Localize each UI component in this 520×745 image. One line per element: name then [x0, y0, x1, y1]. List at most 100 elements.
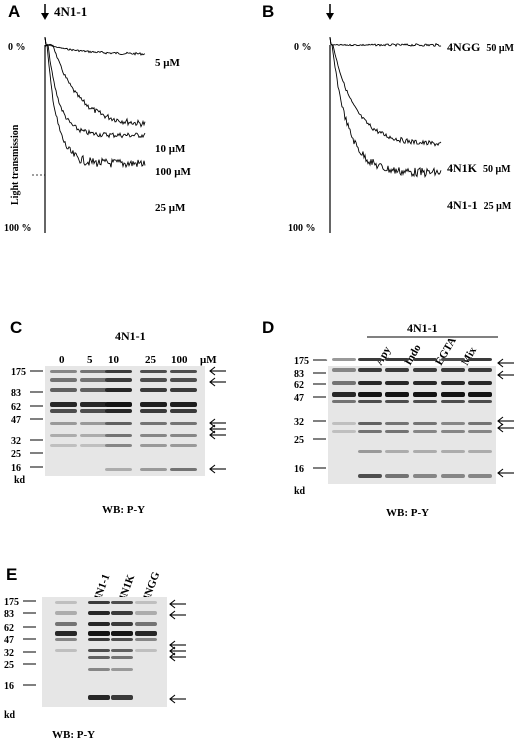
protein-band: [80, 422, 107, 425]
protein-band: [88, 631, 110, 636]
protein-band: [111, 611, 133, 615]
protein-band: [140, 444, 167, 447]
marker-label: 25: [4, 660, 14, 671]
blot-title: 4N1-1: [407, 321, 438, 335]
protein-band: [332, 400, 356, 403]
protein-band: [468, 381, 492, 385]
protein-band: [140, 402, 167, 407]
protein-band: [111, 668, 133, 671]
protein-band: [358, 381, 382, 385]
protein-band: [80, 388, 107, 392]
protein-band: [80, 370, 107, 373]
protein-band: [105, 388, 132, 392]
panel-label-b: B: [262, 2, 275, 21]
marker-label: 32: [4, 648, 14, 659]
protein-band: [140, 409, 167, 413]
protein-band: [170, 388, 197, 392]
protein-band: [105, 444, 132, 447]
arrow-group: [209, 366, 226, 474]
band-arrow: [169, 640, 186, 650]
protein-band: [441, 368, 465, 372]
protein-band: [135, 631, 157, 636]
protein-band: [441, 358, 465, 361]
protein-band: [332, 358, 356, 361]
protein-band: [105, 422, 132, 425]
protein-band: [468, 422, 492, 425]
y-axis-top-label: 0 %: [8, 42, 26, 53]
protein-band: [413, 430, 437, 433]
protein-band: [88, 638, 110, 641]
protein-band: [358, 400, 382, 403]
panel-d-western-blot: 4N1-1 – – Apy Indo EGTA Mix 175836247322…: [294, 321, 514, 518]
agonist-arrow: [41, 4, 49, 20]
protein-band: [358, 474, 382, 478]
protein-band: [55, 649, 77, 652]
aggregation-trace: [329, 36, 442, 48]
panel-label-d: D: [262, 318, 275, 337]
trace-group: [329, 36, 442, 178]
protein-band: [88, 668, 110, 671]
protein-band: [111, 631, 133, 636]
protein-band: [55, 622, 77, 626]
protein-band: [111, 656, 133, 659]
marker-label: 32: [11, 436, 21, 447]
protein-band: [358, 368, 382, 372]
protein-band: [413, 381, 437, 385]
protein-band: [385, 358, 409, 361]
protein-band: [385, 368, 409, 372]
protein-band: [55, 611, 77, 615]
protein-band: [468, 474, 492, 478]
band-arrow: [169, 610, 186, 620]
protein-band: [170, 434, 197, 437]
protein-band: [385, 450, 409, 453]
aggregation-trace: [44, 36, 146, 128]
lane-label: 5: [87, 354, 93, 366]
arrow-group: [497, 358, 514, 478]
lane-label: Mix: [459, 345, 479, 368]
protein-band: [332, 430, 356, 433]
trace-group: [44, 36, 146, 169]
protein-band: [385, 381, 409, 385]
trace-label: 25 μM: [155, 202, 186, 214]
trace-label: 4N1K 50 μM: [447, 161, 511, 175]
aggregation-trace: [44, 36, 146, 56]
protein-band: [441, 474, 465, 478]
protein-band: [111, 649, 133, 652]
protein-band: [170, 422, 197, 425]
protein-band: [135, 601, 157, 604]
protein-band: [413, 450, 437, 453]
kd-label: kd: [14, 475, 26, 486]
band-arrow: [497, 423, 514, 433]
protein-band: [140, 422, 167, 425]
band-arrow: [497, 370, 514, 380]
protein-band: [441, 400, 465, 403]
arrow-group: [169, 599, 186, 704]
protein-band: [55, 631, 77, 636]
protein-band: [358, 430, 382, 433]
marker-label: 83: [4, 609, 14, 620]
marker-label: 175: [4, 597, 19, 608]
protein-band: [468, 400, 492, 403]
protein-band: [88, 649, 110, 652]
protein-band: [468, 368, 492, 372]
band-arrow: [209, 418, 226, 428]
protein-band: [135, 611, 157, 615]
protein-band: [80, 402, 107, 407]
protein-band: [105, 468, 132, 471]
protein-band: [50, 378, 77, 382]
band-arrow: [209, 464, 226, 474]
protein-band: [50, 422, 77, 425]
protein-band: [105, 409, 132, 413]
lane-label: 25: [145, 354, 157, 366]
band-group: [55, 601, 157, 700]
protein-band: [105, 378, 132, 382]
blot-caption: WB: P-Y: [52, 729, 95, 740]
panel-label-c: C: [10, 318, 23, 337]
protein-band: [413, 422, 437, 425]
protein-band: [80, 378, 107, 382]
protein-band: [413, 400, 437, 403]
trace-label: 4N1-1 25 μM: [447, 198, 512, 212]
